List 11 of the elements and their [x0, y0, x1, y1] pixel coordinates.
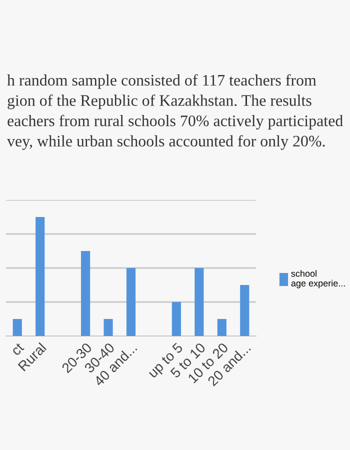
legend-label: school age experie... — [291, 270, 345, 288]
bar — [240, 284, 250, 336]
bar — [172, 302, 181, 336]
chart-title: h random sample consisted of 117 teachers from gion of the Republic of Kazakhstan. The results eachers from rural schools 70% actively participated vey, while urban schools accounted for only 20%. — [7, 74, 343, 150]
bar — [217, 318, 226, 336]
bar — [126, 268, 136, 336]
bar — [104, 318, 113, 336]
bar — [81, 251, 90, 336]
bar — [194, 268, 204, 336]
bar — [36, 217, 45, 336]
bar — [12, 318, 22, 336]
